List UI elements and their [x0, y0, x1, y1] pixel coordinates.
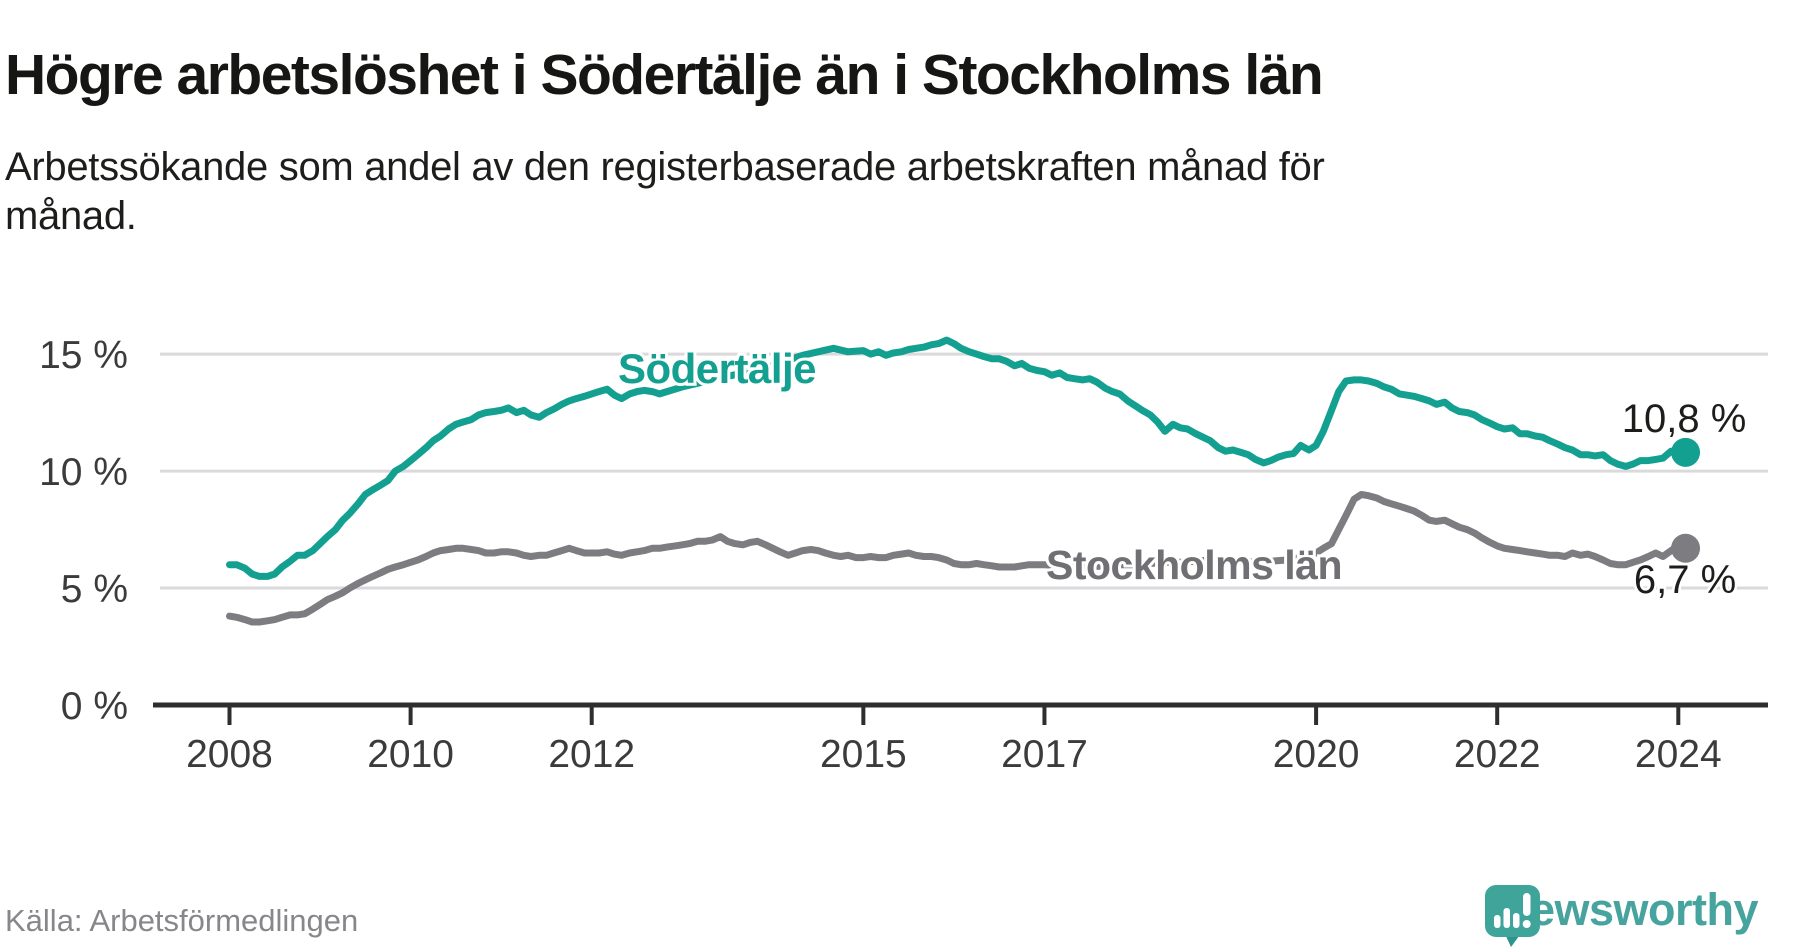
- logo-bar-1: [1494, 915, 1501, 928]
- end-value-label-sodertalje: 10,8 %: [1622, 397, 1747, 441]
- page-title: Högre arbetslöshet i Södertälje än i Sto…: [5, 43, 1324, 108]
- line-stockholms-lan: [226, 491, 1689, 626]
- axis-layer: 0 % 5 % 10 % 15 % 2008 2010 2012 2015 2017 2020 20…: [39, 334, 1768, 776]
- x-axis-label-2020: 2020: [1273, 733, 1360, 776]
- y-axis-label-0: 0 %: [61, 685, 128, 728]
- logo-bar-2: [1503, 908, 1510, 928]
- gridlines-layer: [160, 352, 1768, 590]
- newsworthy-logo-icon: [1485, 885, 1540, 947]
- x-axis-label-2017: 2017: [1001, 733, 1088, 776]
- end-dot-stockholms-lan: [1671, 533, 1701, 563]
- x-axis-label-2015: 2015: [820, 733, 907, 776]
- series-label-sodertalje: Södertälje: [618, 345, 816, 392]
- y-axis-label-15: 15 %: [39, 334, 128, 377]
- line-sodertalje: [226, 336, 1689, 580]
- logo-exclamation-bar: [1523, 893, 1531, 916]
- source-note: Källa: Arbetsförmedlingen: [5, 903, 359, 938]
- y-axis-label-10: 10 %: [39, 451, 128, 494]
- logo-bubble: [1485, 885, 1540, 937]
- y-axis-label-5: 5 %: [61, 568, 128, 611]
- logo-bar-3: [1513, 913, 1520, 928]
- end-value-label-stockholms-lan: 6,7 %: [1634, 558, 1736, 602]
- series-label-stockholms-lan: Stockholms län: [1046, 542, 1342, 588]
- end-dot-sodertalje: [1671, 437, 1701, 467]
- brand-name: Newsworthy: [1498, 884, 1759, 935]
- series-layer: [226, 336, 1701, 626]
- chart-subtitle: Arbetssökande som andel av den registerb…: [5, 145, 1325, 238]
- x-axis-label-2008: 2008: [186, 733, 273, 776]
- x-axis-label-2010: 2010: [367, 733, 454, 776]
- x-axis-label-2022: 2022: [1454, 733, 1541, 776]
- newsworthy-brand: Newsworthy: [1484, 884, 1759, 947]
- x-axis-label-2012: 2012: [548, 733, 635, 776]
- logo-exclamation-dot: [1522, 920, 1531, 928]
- x-axis-label-2024: 2024: [1635, 733, 1722, 776]
